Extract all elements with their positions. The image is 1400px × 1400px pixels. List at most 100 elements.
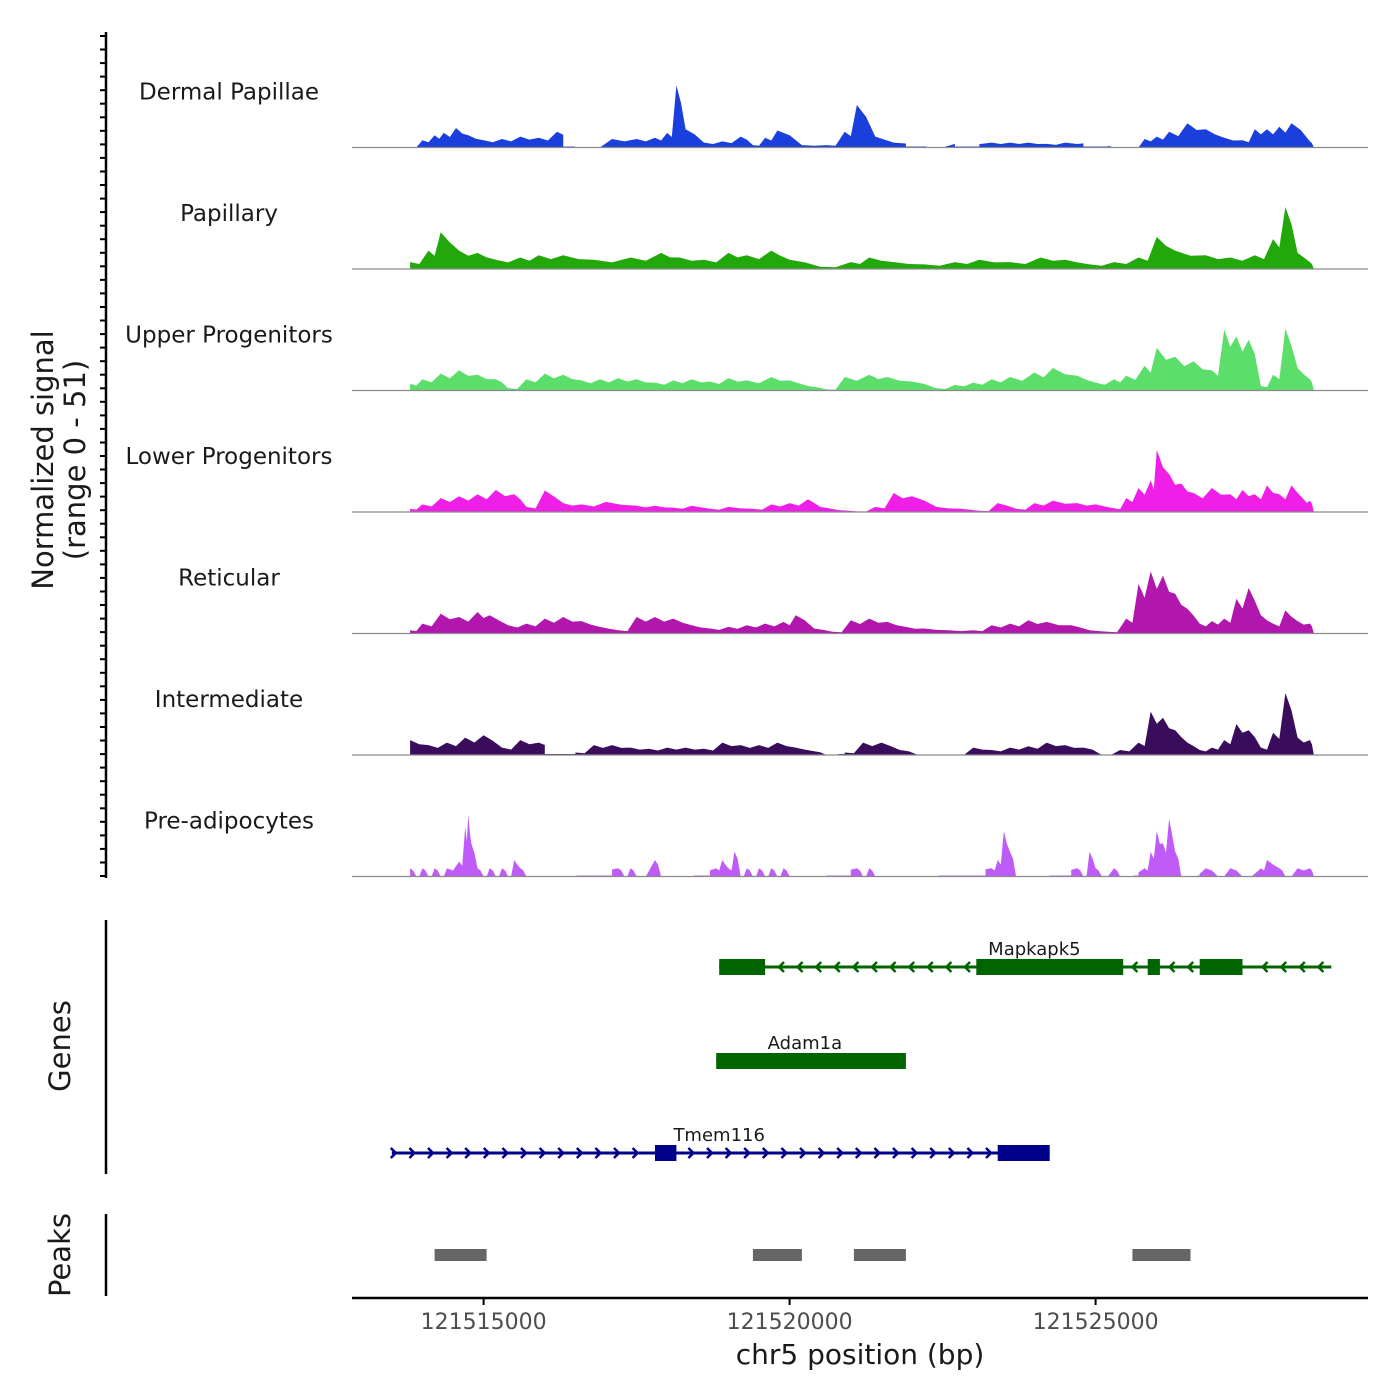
strand-arrow	[944, 961, 953, 973]
signal-axis-title: Normalized signal	[26, 330, 60, 589]
signal-gap-pre-adipocytes-1	[667, 808, 710, 876]
strand-arrow	[594, 1147, 603, 1159]
strand-arrow	[445, 1147, 454, 1159]
peaks-axis-title: Peaks	[43, 1213, 77, 1297]
strand-arrow	[631, 1147, 640, 1159]
track-intermediate: Intermediate	[155, 687, 1368, 756]
x-tick-label: 121515000	[421, 1310, 547, 1335]
strand-arrow	[870, 961, 878, 973]
signal-axis-range: (range 0 - 51)	[58, 360, 92, 560]
peak-2	[853, 1249, 906, 1261]
signal-area-intermediate	[410, 693, 1314, 755]
strand-arrow	[926, 961, 934, 973]
strand-arrow	[907, 961, 916, 973]
x-tick-label: 121525000	[1033, 1310, 1159, 1335]
strand-arrow	[780, 1147, 789, 1159]
track-reticular: Reticular	[178, 566, 1368, 635]
peaks-panel	[104, 1214, 1191, 1296]
signal-gap-dermal-papillae-0	[563, 79, 576, 147]
genes-axis-title: Genes	[43, 1000, 77, 1092]
strand-arrow	[408, 1147, 417, 1159]
strand-arrow	[724, 1147, 733, 1159]
strand-arrow	[761, 1147, 770, 1159]
gene-label-tmem116: Tmem116	[672, 1125, 765, 1146]
strand-arrow	[947, 1147, 956, 1159]
gene-tmem116: Tmem116	[389, 1125, 1050, 1161]
signal-gap-pre-adipocytes-0	[526, 808, 613, 876]
exon-tmem116-0	[655, 1145, 677, 1161]
signal-area-upper-progenitors	[410, 328, 1314, 391]
signal-area-papillary	[410, 207, 1314, 269]
signal-gap-pre-adipocytes-4	[1016, 808, 1072, 876]
strand-arrow	[873, 1147, 882, 1159]
strand-arrow	[1279, 961, 1288, 973]
strand-arrow	[1130, 961, 1139, 973]
signal-gap-pre-adipocytes-3	[875, 808, 986, 876]
peak-3	[1132, 1249, 1191, 1261]
signal-axis	[100, 32, 108, 878]
strand-arrow	[1316, 961, 1325, 973]
peak-0	[434, 1249, 487, 1261]
strand-arrow	[799, 1147, 807, 1159]
strand-arrow	[854, 1147, 863, 1159]
strand-arrow	[985, 1147, 993, 1159]
signal-gap-dermal-papillae-3	[1083, 79, 1108, 147]
signal-gap-pre-adipocytes-2	[789, 808, 851, 876]
strand-arrow	[557, 1147, 565, 1159]
signal-tracks: Dermal Papillae Papillary Upper Progenitor…	[125, 79, 1368, 878]
track-papillary: Papillary	[180, 201, 1368, 270]
track-label-lower-progenitors: Lower Progenitors	[126, 444, 333, 470]
strand-arrow	[464, 1147, 472, 1159]
track-pre-adipocytes: Pre-adipocytes	[144, 808, 1368, 878]
strand-arrow	[929, 1147, 937, 1159]
track-dermal-papillae: Dermal Papillae	[139, 79, 1368, 149]
strand-arrow	[520, 1147, 528, 1159]
strand-arrow	[892, 1147, 900, 1159]
exon-mapkapk5-3	[1199, 959, 1243, 975]
signal-gap-intermediate-1	[838, 687, 845, 754]
strand-arrow	[910, 1147, 919, 1159]
strand-arrow	[427, 1147, 435, 1159]
strand-arrow	[1167, 961, 1176, 973]
strand-arrow	[966, 1147, 975, 1159]
track-lower-progenitors: Lower Progenitors	[126, 444, 1368, 513]
peak-1	[752, 1249, 802, 1261]
strand-arrow	[482, 1147, 491, 1159]
signal-area-reticular	[410, 571, 1314, 634]
signal-gap-dermal-papillae-2	[954, 79, 980, 147]
gene-mapkapk5: Mapkapk5	[719, 939, 1332, 975]
strand-arrow	[836, 1147, 844, 1159]
track-label-pre-adipocytes: Pre-adipocytes	[144, 809, 314, 835]
genes-panel: Mapkapk5 Adam1a Tmem116	[104, 920, 1332, 1174]
gene-label-adam1a: Adam1a	[768, 1033, 842, 1054]
gene-label-mapkapk5: Mapkapk5	[988, 939, 1080, 960]
signal-gap-intermediate-0	[544, 687, 576, 754]
track-label-upper-progenitors: Upper Progenitors	[125, 323, 333, 349]
strand-arrow	[389, 1147, 398, 1159]
exon-mapkapk5-2	[1147, 959, 1160, 975]
exon-mapkapk5-1	[976, 959, 1124, 975]
track-label-dermal-papillae: Dermal Papillae	[139, 80, 319, 106]
strand-arrow	[795, 961, 804, 973]
strand-arrow	[687, 1147, 696, 1159]
strand-arrow	[1260, 961, 1269, 973]
signal-area-lower-progenitors	[410, 450, 1314, 512]
exon-adam1a-0	[716, 1053, 906, 1069]
strand-arrow	[817, 1147, 826, 1159]
track-label-intermediate: Intermediate	[155, 687, 303, 713]
signal-gap-dermal-papillae-1	[905, 79, 925, 147]
strand-arrow	[613, 1147, 621, 1159]
strand-arrow	[501, 1147, 510, 1159]
strand-arrow	[963, 961, 971, 973]
gene-adam1a: Adam1a	[716, 1033, 906, 1069]
track-label-reticular: Reticular	[178, 566, 280, 592]
signal-gap-intermediate-2	[924, 687, 955, 754]
strand-arrow	[814, 961, 823, 973]
strand-arrow	[777, 961, 785, 973]
strand-arrow	[706, 1147, 714, 1159]
x-axis: 121515000 121520000 121525000	[352, 1296, 1368, 1335]
strand-arrow	[575, 1147, 584, 1159]
exon-tmem116-1	[997, 1145, 1050, 1161]
strand-arrow	[833, 961, 841, 973]
